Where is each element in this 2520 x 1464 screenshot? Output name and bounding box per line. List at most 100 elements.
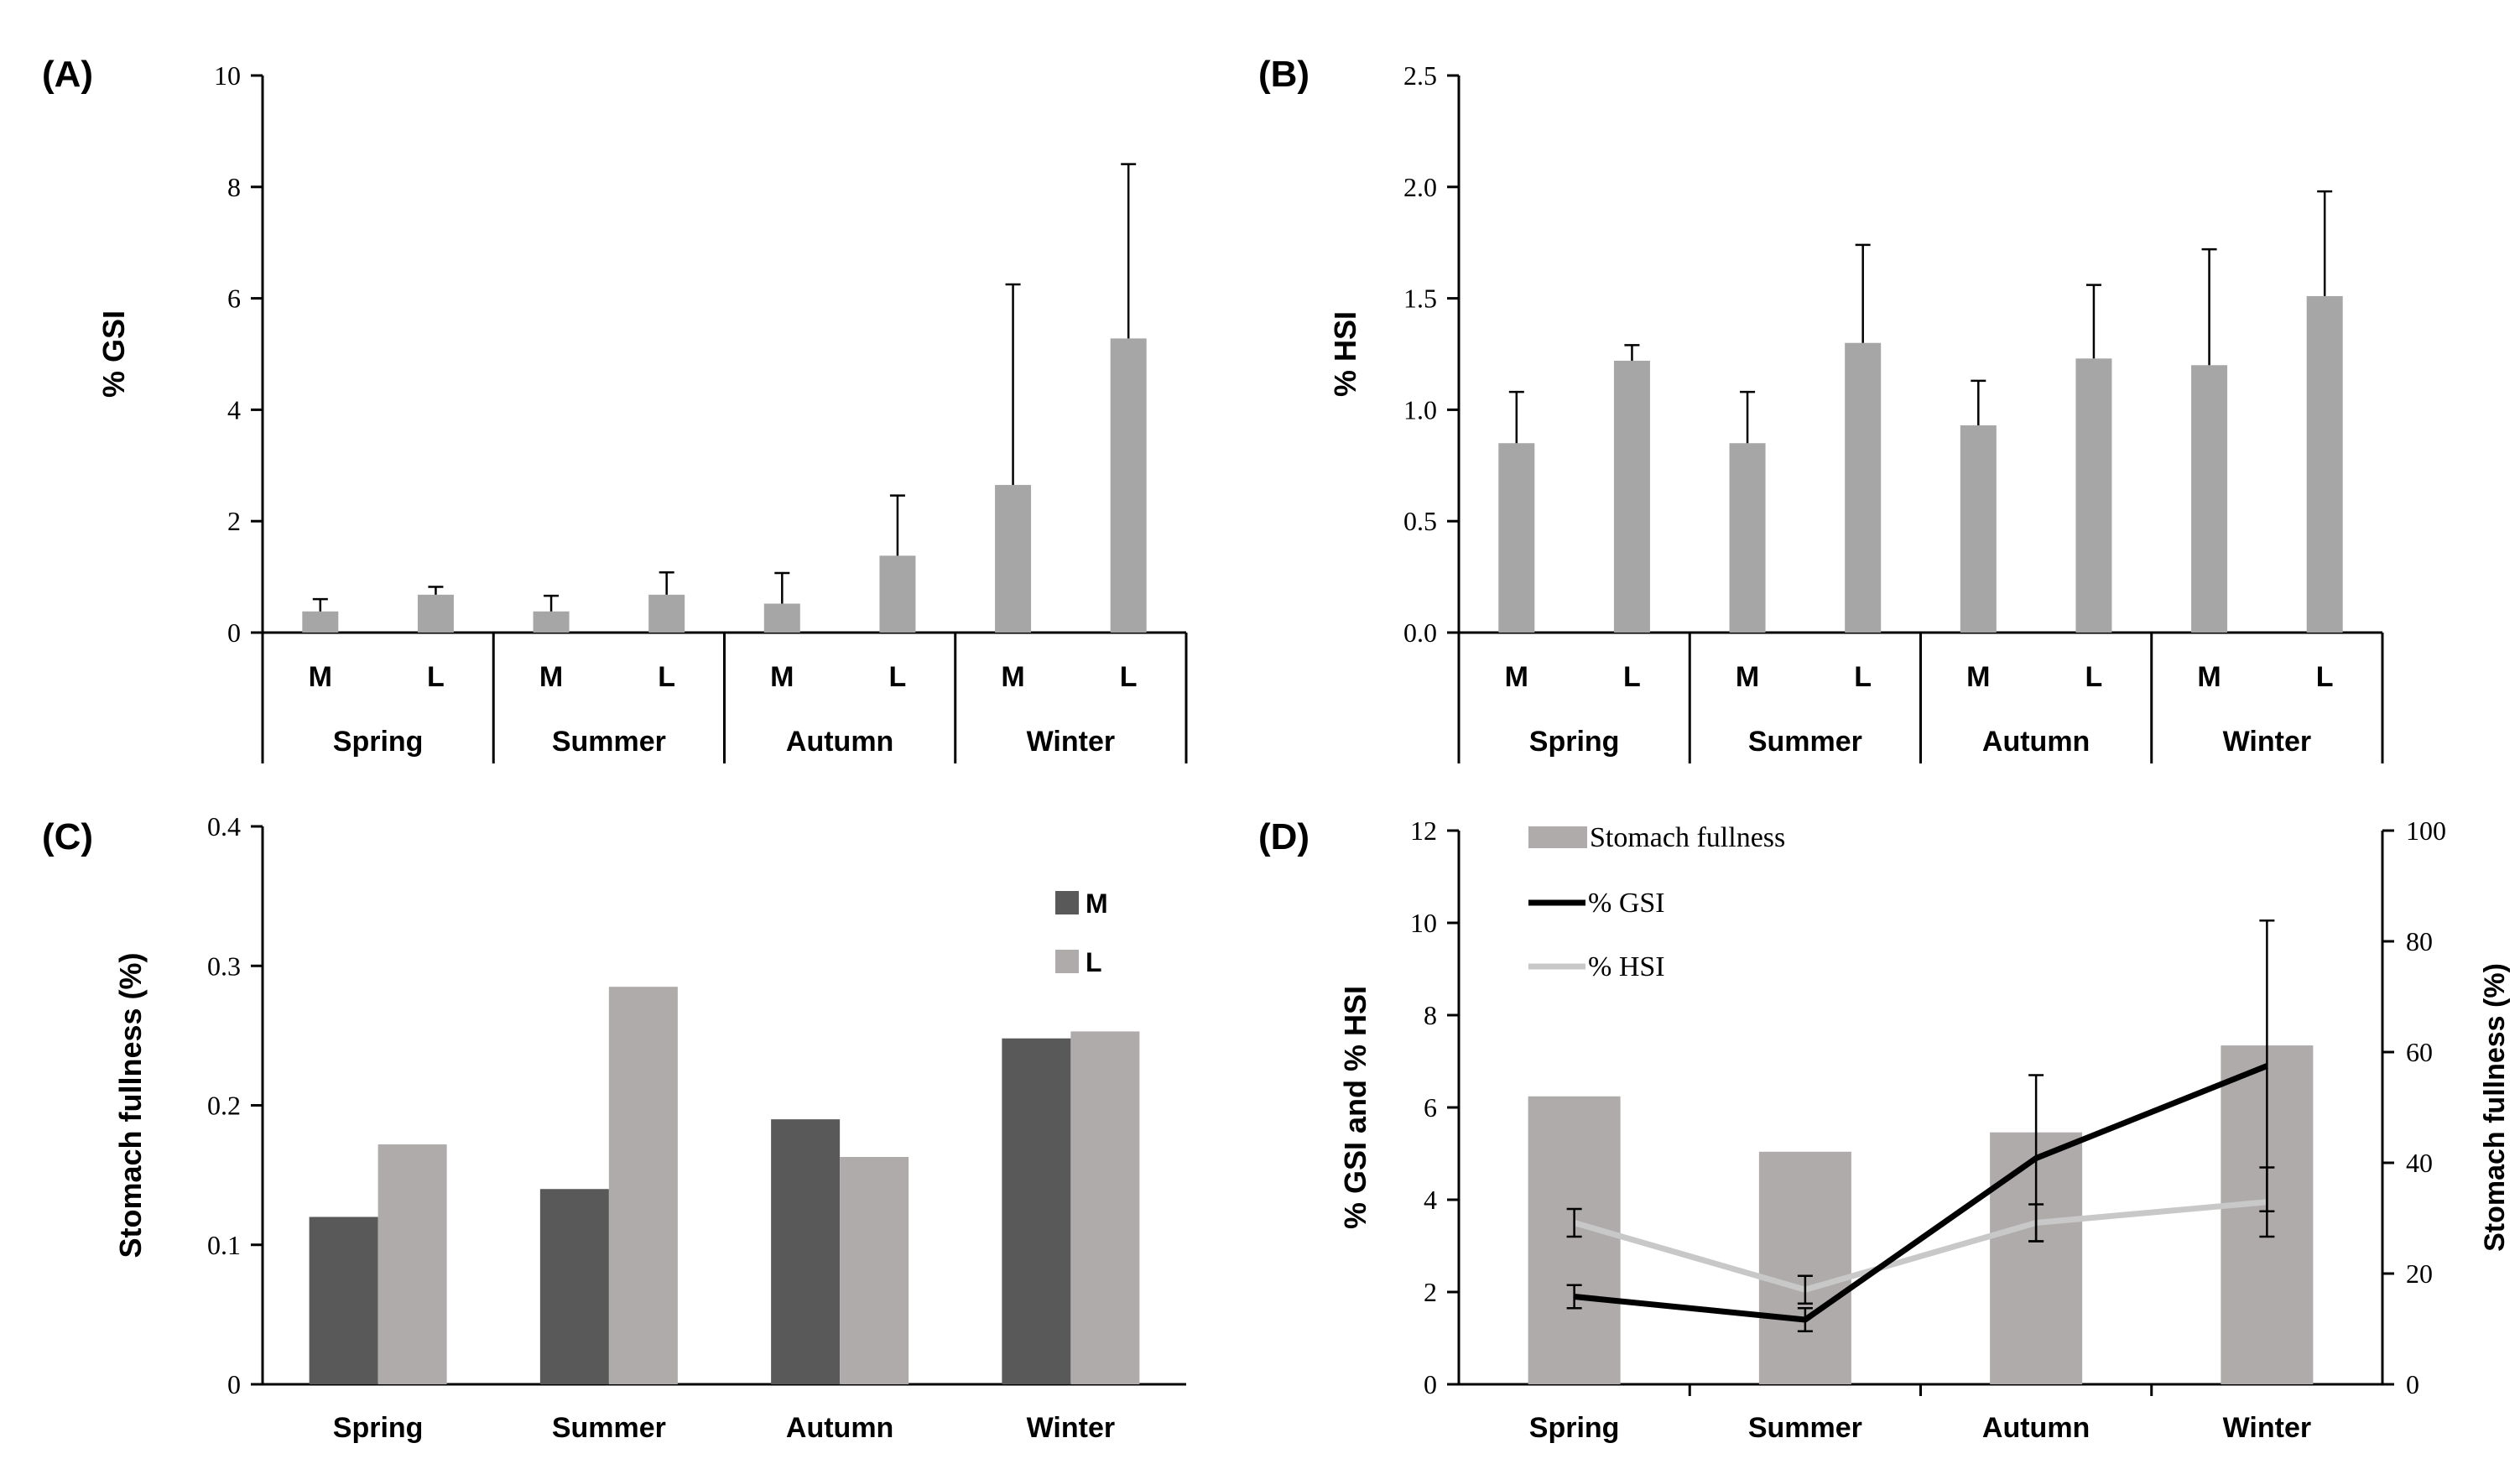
y-tick-label: 4 bbox=[227, 394, 241, 425]
bar-spring-m bbox=[1498, 443, 1535, 633]
category-label-autumn: Autumn bbox=[1982, 726, 2090, 758]
y-tick-label-left: 0 bbox=[1424, 1369, 1437, 1399]
y-tick-label: 2.0 bbox=[1403, 172, 1437, 202]
y-tick-label: 0.5 bbox=[1403, 506, 1437, 536]
y-tick-label: 0 bbox=[227, 617, 241, 648]
category-label-winter: Winter bbox=[2223, 726, 2311, 758]
y-tick-label-right: 60 bbox=[2406, 1037, 2433, 1067]
category-label-spring: Spring bbox=[1529, 1412, 1620, 1444]
category-label-winter: Winter bbox=[1027, 1412, 1115, 1444]
panel-a: (A) 0 2 4 6 8 10 % GSI M L M L M L M L Spring Summer Autum… bbox=[42, 54, 1188, 763]
sub-category-label: L bbox=[2085, 661, 2103, 693]
y-tick-label: 6 bbox=[227, 284, 241, 314]
y-tick-label: 2 bbox=[227, 506, 241, 536]
legend-swatch-m bbox=[1055, 891, 1079, 914]
bar-spring-l bbox=[1613, 360, 1650, 633]
sub-category-label: L bbox=[427, 661, 445, 693]
y-tick-label: 0.1 bbox=[207, 1230, 241, 1260]
bar-summer-m bbox=[533, 611, 570, 633]
category-label-spring: Spring bbox=[333, 726, 424, 758]
sub-category-label: L bbox=[2316, 661, 2334, 693]
bar-spring-l bbox=[377, 1144, 447, 1384]
category-label-winter: Winter bbox=[1027, 726, 1115, 758]
bar-winter-l bbox=[2306, 295, 2343, 633]
category-label-autumn: Autumn bbox=[1982, 1412, 2090, 1444]
y-axis-label-left: % GSI and % HSI bbox=[1338, 986, 1372, 1229]
panel-d: (D) 0 2 4 6 8 10 12 0 20 40 60 80 100 % GSI and % HSI S… bbox=[1258, 815, 2511, 1444]
category-label-summer: Summer bbox=[552, 1412, 666, 1444]
y-tick-label-left: 8 bbox=[1424, 1000, 1437, 1030]
sub-category-label: M bbox=[539, 661, 563, 693]
sub-category-label: L bbox=[658, 661, 675, 693]
y-axis-label-right: Stomach fullness (%) bbox=[2479, 963, 2511, 1252]
category-label-autumn: Autumn bbox=[786, 1412, 893, 1444]
bar-summer-m bbox=[539, 1189, 609, 1384]
y-tick-label-left: 12 bbox=[1410, 815, 1437, 846]
legend-label-stomach-fullness: Stomach fullness bbox=[1590, 822, 1785, 853]
y-tick-label: 10 bbox=[214, 60, 241, 91]
sub-category-label: M bbox=[1505, 661, 1528, 693]
y-axis-label: Stomach fullness (%) bbox=[113, 952, 148, 1258]
sub-category-label: L bbox=[889, 661, 907, 693]
series-line-gsi bbox=[1574, 1063, 2268, 1323]
bar-autumn-m bbox=[771, 1119, 841, 1384]
y-tick-label-right: 20 bbox=[2406, 1258, 2433, 1289]
y-tick-label: 0.4 bbox=[207, 811, 241, 841]
category-label-summer: Summer bbox=[552, 726, 666, 758]
legend-label-m: M bbox=[1086, 888, 1108, 919]
y-tick-label: 0.0 bbox=[1403, 617, 1437, 648]
sub-category-label: L bbox=[1854, 661, 1872, 693]
category-label-summer: Summer bbox=[1748, 726, 1862, 758]
y-tick-label-left: 4 bbox=[1424, 1185, 1437, 1215]
y-tick-label-left: 2 bbox=[1424, 1277, 1437, 1307]
y-tick-label: 0.2 bbox=[207, 1091, 241, 1121]
legend-label-hsi: % HSI bbox=[1588, 951, 1665, 982]
legend-label-l: L bbox=[1086, 947, 1102, 977]
category-label-spring: Spring bbox=[333, 1412, 424, 1444]
sub-category-label: M bbox=[770, 661, 794, 693]
bar-winter-l bbox=[1110, 338, 1147, 633]
bar-summer-l bbox=[1845, 342, 1882, 633]
bar-autumn-m bbox=[1960, 425, 1997, 633]
sub-category-label: M bbox=[1966, 661, 1990, 693]
y-axis-label: % HSI bbox=[1328, 311, 1362, 397]
y-tick-label: 0 bbox=[227, 1369, 241, 1399]
bar-winter-m bbox=[2191, 365, 2228, 633]
series-line-hsi bbox=[1573, 1199, 2267, 1293]
y-tick-label: 0.3 bbox=[207, 951, 241, 981]
bar-autumn-l bbox=[840, 1157, 909, 1384]
bar-summer-m bbox=[1729, 443, 1766, 633]
category-label-summer: Summer bbox=[1748, 1412, 1862, 1444]
y-tick-label-right: 40 bbox=[2406, 1148, 2433, 1178]
panel-label: (C) bbox=[42, 816, 93, 857]
bar-spring-l bbox=[417, 594, 454, 633]
legend-swatch-l bbox=[1055, 950, 1079, 973]
y-tick-label-right: 80 bbox=[2406, 926, 2433, 956]
bar-summer-l bbox=[648, 594, 685, 633]
bar-winter-m bbox=[1002, 1038, 1071, 1384]
y-axis-label: % GSI bbox=[96, 310, 131, 398]
panel-b: (B) 0.0 0.5 1.0 1.5 2.0 2.5 % HSI M L M L M L M L Spring… bbox=[1258, 54, 2384, 763]
bar-stomach-fullness-spring bbox=[1528, 1096, 1621, 1384]
category-label-autumn: Autumn bbox=[786, 726, 893, 758]
bar-autumn-l bbox=[879, 555, 916, 633]
y-tick-label: 1.5 bbox=[1403, 284, 1437, 314]
legend-label-gsi: % GSI bbox=[1588, 888, 1665, 919]
panel-label: (D) bbox=[1258, 816, 1309, 857]
legend-swatch-stomach-fullness bbox=[1528, 826, 1587, 848]
y-tick-label: 8 bbox=[227, 172, 241, 202]
bar-spring-m bbox=[309, 1217, 378, 1384]
panel-label: (A) bbox=[42, 54, 93, 95]
category-label-spring: Spring bbox=[1529, 726, 1620, 758]
category-label-winter: Winter bbox=[2223, 1412, 2311, 1444]
panel-c: (C) 0 0.1 0.2 0.3 0.4 Stomach fullness (%) Spri… bbox=[42, 811, 1186, 1444]
bar-autumn-l bbox=[2075, 358, 2112, 633]
bar-autumn-m bbox=[763, 603, 800, 633]
y-tick-label-right: 100 bbox=[2406, 815, 2446, 846]
sub-category-label: M bbox=[2197, 661, 2221, 693]
bar-stomach-fullness-summer bbox=[1758, 1151, 1851, 1384]
bar-winter-m bbox=[995, 485, 1032, 633]
y-tick-label-left: 6 bbox=[1424, 1092, 1437, 1123]
sub-category-label: L bbox=[1120, 661, 1138, 693]
